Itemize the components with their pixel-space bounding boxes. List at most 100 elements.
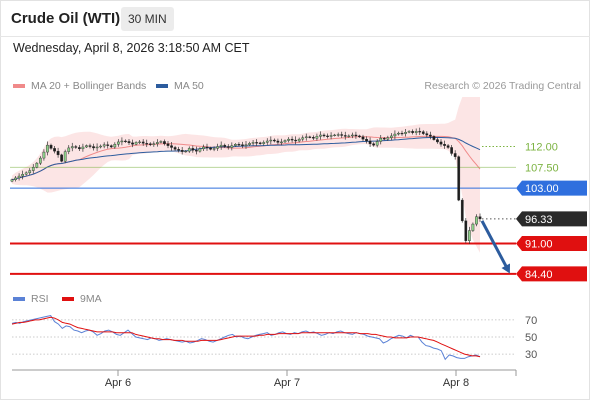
candle <box>49 144 53 149</box>
candle <box>60 154 63 162</box>
candle <box>88 145 92 147</box>
candle <box>375 141 379 146</box>
candle <box>117 141 120 145</box>
timeframe-button[interactable]: 30 MIN <box>121 7 174 31</box>
candle <box>312 137 315 139</box>
level-label-84.40: 84.40 <box>525 269 553 281</box>
candle <box>443 144 446 146</box>
candle <box>297 138 301 142</box>
candle <box>386 137 390 140</box>
candle <box>326 135 329 137</box>
candle <box>397 132 400 135</box>
x-tick-label: Apr 7 <box>274 377 300 389</box>
candle <box>219 144 223 147</box>
candle <box>177 149 180 151</box>
candle <box>81 146 85 150</box>
candle <box>351 134 354 137</box>
datetime-label: Wednesday, April 8, 2026 3:18:50 AM CET <box>13 41 250 55</box>
candle <box>315 136 319 139</box>
candle <box>56 150 60 156</box>
candle <box>468 230 471 241</box>
candle <box>24 172 28 175</box>
candle <box>248 143 251 145</box>
candle <box>478 216 482 220</box>
candle <box>244 144 248 146</box>
candle <box>301 137 305 140</box>
candle <box>209 147 212 150</box>
candle <box>35 162 39 168</box>
candle <box>319 134 322 137</box>
candle <box>198 148 202 152</box>
candle <box>273 139 276 142</box>
candle <box>92 146 95 149</box>
candle <box>453 153 457 157</box>
candle <box>382 138 386 140</box>
candle <box>53 148 56 152</box>
candle <box>460 199 464 222</box>
legend-rsi: RSI <box>13 293 49 305</box>
candle <box>407 131 411 133</box>
candle <box>429 134 432 137</box>
candle <box>304 136 308 138</box>
candle <box>95 146 99 149</box>
forecast-arrow-head <box>501 263 510 274</box>
level-tag-96.33 <box>516 211 587 227</box>
candle <box>418 131 422 133</box>
candle <box>241 144 244 146</box>
candle <box>131 142 134 145</box>
candle <box>28 170 32 174</box>
candle <box>333 134 336 137</box>
candle <box>145 143 149 145</box>
candle <box>432 136 436 140</box>
candle <box>124 140 127 143</box>
candle <box>400 132 404 135</box>
candle <box>10 179 14 182</box>
level-label-96.33: 96.33 <box>525 214 553 226</box>
ma50-label: MA 50 <box>174 80 204 92</box>
rsi-label: RSI <box>31 293 49 305</box>
candle <box>425 133 429 136</box>
candle <box>237 144 241 146</box>
candle <box>106 144 110 146</box>
candle <box>464 220 468 241</box>
candle <box>184 150 188 153</box>
candle <box>290 138 294 141</box>
candle <box>14 177 17 180</box>
candle <box>404 132 407 134</box>
rsi-tick-70: 70 <box>525 315 537 327</box>
candle <box>17 175 21 179</box>
candle <box>439 141 443 145</box>
candle <box>361 136 365 140</box>
candle <box>31 167 35 171</box>
ma20-swatch <box>13 84 25 88</box>
candle <box>205 146 209 149</box>
level-label-103.00: 103.00 <box>525 183 559 195</box>
candle <box>340 134 344 136</box>
level-tag-91.00 <box>516 235 587 251</box>
candle <box>414 131 418 133</box>
candle <box>294 139 297 142</box>
rsi-tick-30: 30 <box>525 349 537 361</box>
candle <box>283 140 287 143</box>
candle <box>251 142 255 144</box>
candle <box>365 138 368 142</box>
candle <box>46 144 49 153</box>
candle <box>21 174 24 177</box>
candle <box>156 142 159 144</box>
candle <box>39 157 42 164</box>
x-tick-label: Apr 8 <box>443 377 469 389</box>
ma50-swatch <box>156 84 168 88</box>
candle <box>390 135 393 138</box>
candle <box>216 146 219 149</box>
bollinger-band <box>12 97 480 253</box>
candle <box>287 138 290 141</box>
legend-ma50: MA 50 <box>156 80 204 92</box>
candle <box>262 142 266 144</box>
candle <box>393 133 397 137</box>
candle <box>127 141 131 144</box>
candle <box>195 150 198 152</box>
candle <box>329 135 333 137</box>
candle <box>308 136 312 138</box>
chart-header: Crude Oil (WTI) 30 MIN <box>0 0 590 37</box>
